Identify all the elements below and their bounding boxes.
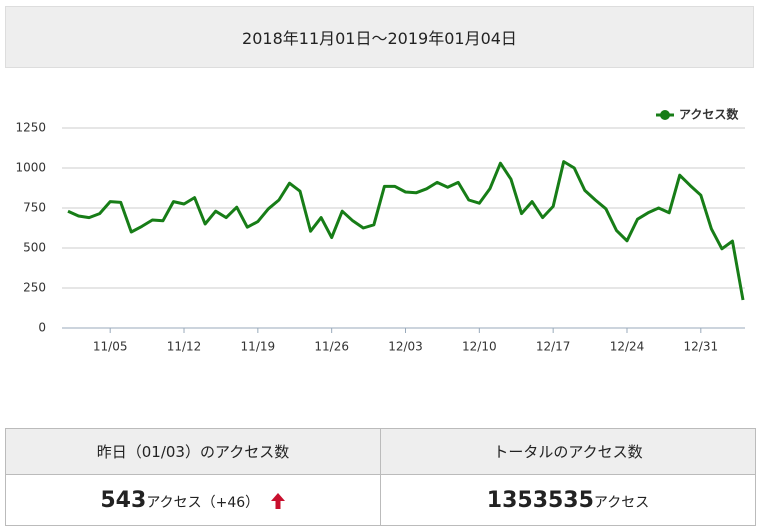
y-tick-label: 0 <box>38 321 46 335</box>
y-tick-label: 1000 <box>15 161 46 175</box>
legend-label: アクセス数 <box>679 107 739 122</box>
stat-label-cell: 昨日（01/03）のアクセス数 <box>5 428 381 475</box>
stat-value: 543 <box>100 487 147 513</box>
stat-unit: アクセス（+46） <box>146 494 260 511</box>
x-tick-label: 12/24 <box>610 340 645 354</box>
chart: 0 250 500 750 1000 1250 11/05 11/12 11/19 11/26 12… <box>15 107 745 354</box>
x-tick-label: 11/19 <box>241 340 276 354</box>
y-tick-label: 250 <box>23 281 46 295</box>
stat-value: 1353535 <box>486 487 594 513</box>
stat-label-cell: トータルのアクセス数 <box>380 428 756 475</box>
stats-table: 昨日（01/03）のアクセス数 トータルのアクセス数 543アクセス（+46） … <box>5 428 756 526</box>
x-tick-label: 12/17 <box>536 340 571 354</box>
stat-label: トータルのアクセス数 <box>493 443 643 461</box>
x-tick-label: 12/31 <box>684 340 719 354</box>
x-tick-label: 11/12 <box>167 340 202 354</box>
stat-label: 昨日（01/03）のアクセス数 <box>96 443 290 461</box>
legend-marker <box>660 110 670 120</box>
y-tick-label: 750 <box>23 201 46 215</box>
stat-value-cell: 543アクセス（+46） <box>5 474 381 526</box>
up-arrow-icon <box>270 492 285 509</box>
x-tick-label: 12/10 <box>462 340 497 354</box>
stat-unit: アクセス <box>593 494 650 511</box>
y-tick-label: 500 <box>23 241 46 255</box>
stat-value-cell: 1353535アクセス <box>380 474 756 526</box>
date-range: 2018年11月01日～2019年01月04日 <box>242 29 517 48</box>
x-tick-label: 11/05 <box>93 340 128 354</box>
y-tick-label: 1250 <box>15 121 46 135</box>
data-line <box>67 160 745 301</box>
x-tick-label: 12/03 <box>388 340 423 354</box>
x-tick-label: 11/26 <box>314 340 349 354</box>
date-range-header: 2018年11月01日～2019年01月04日 <box>5 6 754 68</box>
